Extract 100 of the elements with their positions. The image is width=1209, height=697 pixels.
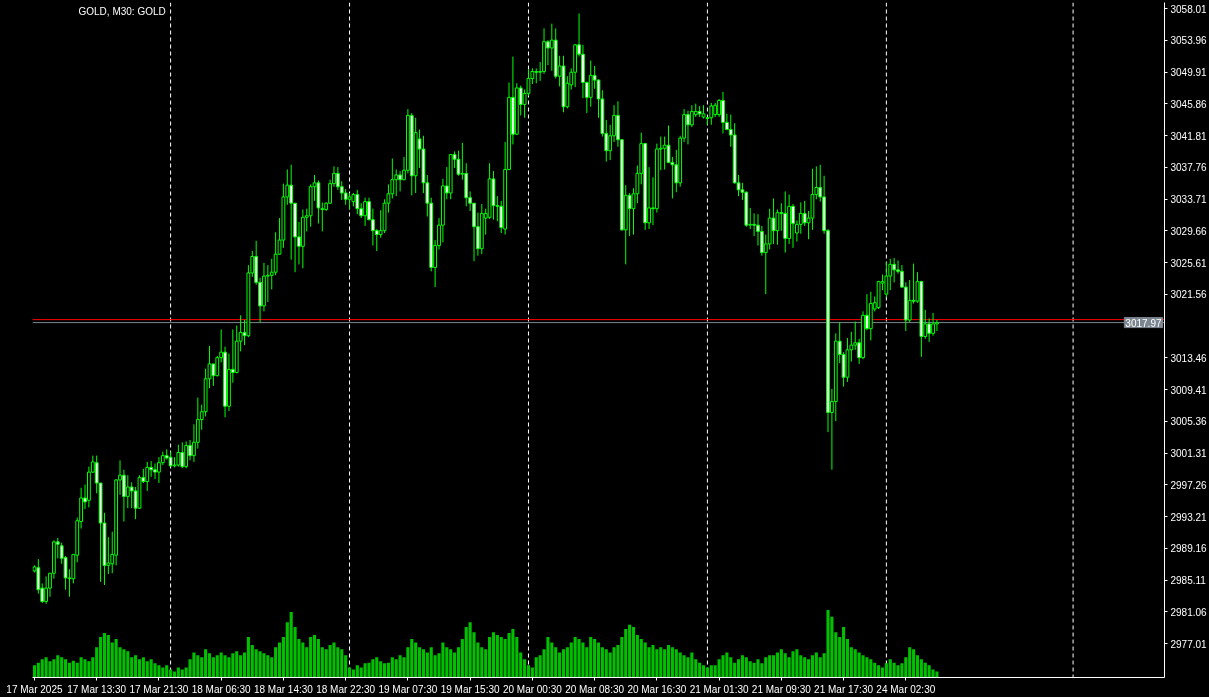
bar: [896, 665, 900, 678]
bar: [137, 659, 142, 678]
bar: [628, 624, 632, 678]
y-tick-label: 3045.86: [1170, 98, 1208, 110]
bar: [324, 649, 328, 678]
bar: [927, 665, 931, 678]
candlestick: [145, 461, 150, 492]
bar: [239, 655, 243, 678]
bar: [289, 612, 293, 678]
bar: [207, 653, 212, 678]
bar: [596, 642, 601, 678]
bar: [775, 652, 779, 678]
bar: [211, 657, 215, 678]
bar: [332, 642, 336, 678]
candlestick: [355, 189, 360, 215]
bar: [768, 655, 772, 678]
candlestick: [289, 164, 294, 261]
x-tick-label: 17 Mar 21:30: [129, 683, 189, 695]
bar: [246, 637, 250, 678]
x-tick-label: 20 Mar 08:30: [565, 683, 625, 695]
y-tick-label: 3049.91: [1170, 67, 1208, 79]
bar: [40, 659, 44, 678]
x-tick-label: 17 Mar 2025: [6, 683, 63, 695]
bar: [659, 647, 663, 678]
bar: [235, 651, 239, 678]
x-tick-label: 20 Mar 16:30: [627, 683, 687, 695]
bar: [604, 649, 608, 678]
y-tick-label: 2977.01: [1170, 638, 1208, 650]
bar: [721, 655, 725, 678]
bar: [772, 655, 776, 678]
bar: [126, 651, 130, 678]
bar: [87, 661, 91, 678]
bar: [908, 647, 912, 678]
candlestick: [153, 462, 157, 480]
bar: [857, 652, 861, 678]
bar: [367, 662, 371, 678]
bar: [612, 647, 616, 678]
bar: [394, 659, 398, 678]
candlestick: [125, 474, 130, 509]
bar: [102, 632, 107, 678]
bar: [48, 661, 52, 678]
y-tick-label: 3033.71: [1170, 194, 1208, 206]
y-tick-label: 3025.61: [1170, 257, 1208, 269]
bar: [301, 642, 305, 678]
bar: [227, 657, 231, 678]
bar: [157, 665, 161, 678]
bar: [705, 667, 709, 678]
bar: [312, 634, 317, 678]
bar: [888, 659, 892, 678]
bar: [663, 649, 667, 678]
bar: [670, 647, 674, 678]
bar: [923, 662, 927, 678]
candlestick: [884, 261, 889, 298]
y-tick-label: 3001.31: [1170, 448, 1208, 460]
x-tick-label: 21 Mar 09:30: [751, 683, 812, 695]
bar: [60, 657, 64, 678]
bar: [145, 661, 149, 678]
bar: [134, 655, 138, 678]
x-tick-label: 17 Mar 13:30: [67, 683, 127, 695]
bar: [328, 645, 332, 678]
bar: [223, 655, 227, 678]
bar: [79, 657, 83, 678]
bar: [468, 622, 472, 678]
bar: [624, 628, 628, 678]
x-tick-label: 18 Mar 14:30: [253, 683, 314, 695]
bar: [180, 669, 184, 678]
bar: [106, 634, 110, 678]
bar: [44, 657, 48, 678]
bar: [631, 626, 636, 678]
bar: [935, 671, 939, 678]
bar: [375, 657, 379, 678]
candlestick: [273, 231, 278, 276]
bar: [371, 659, 375, 678]
bar: [810, 655, 815, 678]
candlestick: [892, 257, 897, 283]
bar: [791, 651, 795, 678]
bar: [803, 657, 807, 678]
candlestick: [752, 212, 756, 237]
bar: [176, 667, 180, 678]
bar: [877, 665, 881, 678]
bar: [464, 626, 468, 678]
bar: [169, 669, 173, 678]
candlestick: [157, 456, 161, 484]
bar: [36, 662, 40, 678]
bar: [736, 659, 741, 678]
bar: [491, 632, 496, 678]
x-tick-label: 24 Mar 02:30: [876, 683, 936, 695]
bar: [709, 665, 713, 678]
bar: [379, 661, 383, 678]
x-tick-label: 21 Mar 01:30: [689, 683, 749, 695]
bar: [744, 657, 748, 678]
bar: [534, 657, 538, 678]
bar: [262, 653, 266, 678]
bar: [67, 662, 72, 678]
bar: [215, 655, 219, 678]
bar: [682, 655, 686, 678]
bar: [546, 637, 550, 678]
bar: [701, 665, 706, 678]
bar: [678, 652, 682, 678]
bar: [756, 659, 760, 678]
